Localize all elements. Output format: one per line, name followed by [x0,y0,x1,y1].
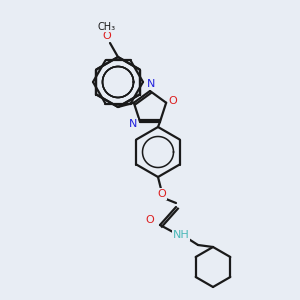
Text: NH: NH [172,230,189,240]
Text: O: O [158,189,166,199]
Text: N: N [129,119,137,129]
Text: O: O [146,215,154,225]
Text: CH₃: CH₃ [98,22,116,32]
Text: N: N [147,79,155,89]
Text: O: O [169,96,178,106]
Text: O: O [103,31,111,41]
